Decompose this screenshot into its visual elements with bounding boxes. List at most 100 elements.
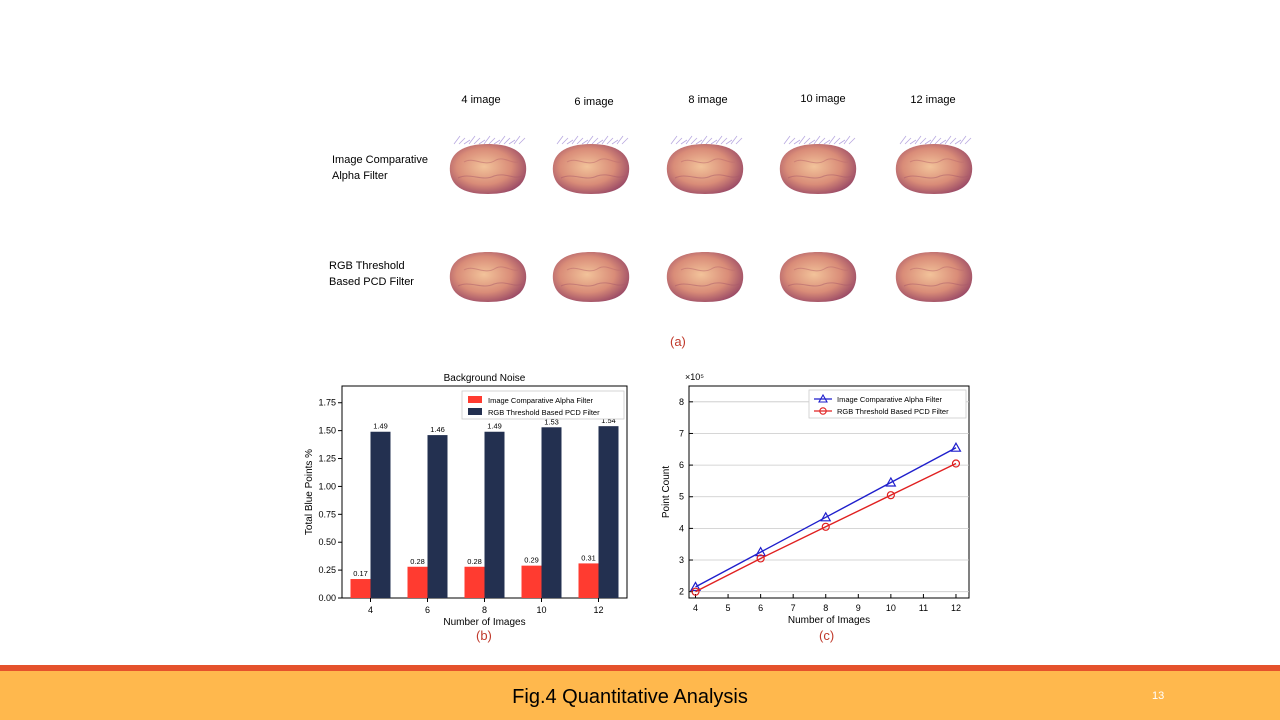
y-axis-label: Point Count (661, 466, 672, 518)
y-tick-label: 0.75 (318, 509, 336, 519)
chart-b-background-noise: Background Noise 0.00 0.25 0.50 0.75 1.00 1.25… (304, 373, 628, 628)
legend-label: RGB Threshold Based PCD Filter (837, 407, 949, 416)
y-tick-label: 0.50 (318, 537, 336, 547)
bar (427, 435, 448, 598)
point-cloud-thumbnail (552, 135, 630, 194)
scale-label: ×10⁵ (685, 372, 704, 382)
chart-c-point-count: ×10⁵ 2 3 4 5 6 7 8 4 5 6 7 8 9 10 11 12 Number of Images P… (661, 372, 970, 626)
data-point (885, 476, 897, 487)
y-tick-label: 1.00 (318, 481, 336, 491)
point-cloud-thumbnail (779, 135, 857, 194)
bar-value-label: 1.46 (430, 425, 445, 434)
y-tick-label: 0.25 (318, 565, 336, 575)
legend-label: Image Comparative Alpha Filter (488, 396, 594, 405)
x-tick-label: 6 (758, 603, 763, 613)
legend-marker (819, 407, 827, 415)
legend-box (808, 389, 967, 419)
column-label: 12 image (910, 94, 956, 106)
x-tick-label: 12 (951, 603, 961, 613)
bar (521, 565, 542, 598)
data-point (756, 554, 765, 563)
legend-swatch (468, 408, 482, 415)
point-cloud-thumbnail (895, 135, 973, 194)
y-axis-label: Total Blue Points % (304, 449, 315, 535)
bar-value-label: 0.31 (581, 553, 596, 562)
x-axis-label: Number of Images (443, 617, 525, 628)
data-point (691, 587, 700, 596)
point-cloud-thumbnail (552, 252, 630, 302)
legend-swatch (468, 396, 482, 403)
legend-marker (818, 393, 828, 403)
column-label: 4 image (461, 94, 501, 106)
bar (370, 431, 391, 598)
legend-label: RGB Threshold Based PCD Filter (488, 408, 600, 417)
bar (407, 566, 428, 598)
point-cloud-thumbnail (779, 252, 857, 302)
y-tick-label: 1.25 (318, 454, 336, 464)
data-point (689, 581, 702, 592)
plot-frame (688, 385, 970, 599)
bar-value-label: 0.28 (467, 557, 482, 566)
x-tick-label: 8 (482, 605, 487, 615)
x-tick-label: 8 (823, 603, 828, 613)
point-cloud-thumbnail (449, 252, 527, 302)
caption-c: (c) (819, 628, 835, 643)
x-tick-label: 4 (368, 605, 373, 615)
y-tick-label: 5 (679, 492, 684, 502)
caption-b: (b) (476, 628, 492, 643)
x-tick-label: 12 (593, 605, 603, 615)
point-cloud-thumbnail (666, 135, 744, 194)
x-tick-label: 10 (886, 603, 896, 613)
bar (578, 563, 599, 598)
data-point (755, 546, 767, 557)
row-label: Image Comparative Alpha Filter (332, 154, 428, 182)
data-point (950, 441, 962, 452)
point-cloud-thumbnail (449, 135, 527, 194)
bar (350, 579, 371, 598)
legend-box (461, 390, 625, 420)
x-tick-label: 11 (919, 603, 928, 613)
row-label: RGB Threshold Based PCD Filter (329, 260, 414, 288)
bar (464, 566, 485, 598)
bar (484, 431, 505, 598)
y-tick-label: 3 (679, 555, 684, 565)
x-tick-label: 4 (693, 603, 698, 613)
data-point (821, 522, 830, 531)
series-line (695, 462, 957, 593)
data-point (820, 511, 832, 522)
bar-value-label: 0.28 (410, 557, 425, 566)
x-axis-label: Number of Images (788, 615, 870, 626)
bar (598, 426, 619, 598)
legend-label: Image Comparative Alpha Filter (837, 395, 943, 404)
bar-value-label: 1.49 (373, 422, 388, 431)
column-label: 8 image (688, 94, 728, 106)
x-tick-label: 9 (856, 603, 861, 613)
x-tick-label: 10 (536, 605, 546, 615)
slide-title: Fig.4 Quantitative Analysis (512, 686, 748, 708)
x-tick-label: 7 (791, 603, 796, 613)
caption-a: (a) (670, 334, 686, 349)
x-tick-label: 5 (726, 603, 731, 613)
point-cloud-thumbnail (666, 252, 744, 302)
page-number: 13 (1152, 690, 1165, 702)
y-tick-label: 7 (679, 428, 684, 438)
bar (541, 427, 562, 598)
y-tick-label: 1.50 (318, 426, 336, 436)
data-point (951, 459, 961, 468)
y-tick-label: 1.75 (318, 398, 336, 408)
bar-value-label: 1.54 (601, 416, 616, 425)
chart-title: Background Noise (444, 373, 526, 384)
bar-value-label: 1.53 (544, 417, 559, 426)
y-tick-label: 2 (679, 587, 684, 597)
x-tick-label: 6 (425, 605, 430, 615)
y-tick-label: 0.00 (318, 593, 336, 603)
footer-accent-line (0, 665, 1280, 671)
bar-value-label: 0.17 (353, 569, 368, 578)
point-cloud-thumbnail (895, 252, 973, 302)
series-line (695, 447, 957, 588)
column-label: 10 image (800, 93, 846, 105)
y-tick-label: 6 (679, 460, 684, 470)
footer-bar (0, 671, 1280, 720)
y-tick-label: 4 (679, 523, 684, 533)
bar-value-label: 1.49 (487, 422, 502, 431)
